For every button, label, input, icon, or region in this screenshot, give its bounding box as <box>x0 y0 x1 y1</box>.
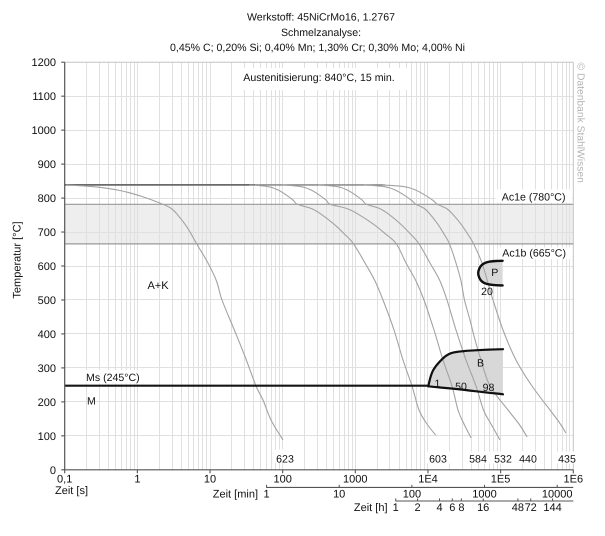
svg-text:584: 584 <box>469 454 487 466</box>
svg-text:1: 1 <box>264 489 270 501</box>
svg-text:1E4: 1E4 <box>418 473 438 485</box>
svg-text:Werkstoff: 45NiCrMo16, 1.2767: Werkstoff: 45NiCrMo16, 1.2767 <box>247 12 395 24</box>
svg-text:6: 6 <box>449 502 455 514</box>
svg-text:Temperatur [°C]: Temperatur [°C] <box>12 221 24 298</box>
svg-text:100: 100 <box>274 473 292 485</box>
svg-text:P: P <box>491 267 498 279</box>
svg-text:500: 500 <box>38 295 56 307</box>
svg-text:532: 532 <box>494 454 512 466</box>
svg-text:1000: 1000 <box>32 125 56 137</box>
svg-text:2: 2 <box>415 502 421 514</box>
svg-text:20: 20 <box>481 286 493 298</box>
svg-text:0,45% C; 0,20% Si; 0,40% Mn; 1: 0,45% C; 0,20% Si; 0,40% Mn; 1,30% Cr; 0… <box>170 42 465 54</box>
svg-text:Ac1e (780°C): Ac1e (780°C) <box>502 192 566 204</box>
svg-text:72: 72 <box>525 502 537 514</box>
svg-text:1E5: 1E5 <box>491 473 511 485</box>
svg-text:Ms (245°C): Ms (245°C) <box>86 372 140 384</box>
svg-text:800: 800 <box>38 193 56 205</box>
svg-text:4: 4 <box>436 502 442 514</box>
svg-text:Schmelzanalyse:: Schmelzanalyse: <box>281 27 361 39</box>
svg-text:50: 50 <box>455 381 467 393</box>
svg-text:200: 200 <box>38 397 56 409</box>
svg-text:16: 16 <box>477 502 489 514</box>
svg-text:100: 100 <box>38 431 56 443</box>
svg-text:8: 8 <box>458 502 464 514</box>
svg-text:10: 10 <box>333 489 345 501</box>
svg-text:100: 100 <box>403 489 421 501</box>
svg-text:10: 10 <box>204 473 216 485</box>
svg-text:A+K: A+K <box>147 280 169 292</box>
svg-text:1: 1 <box>134 473 140 485</box>
svg-text:Zeit [h]: Zeit [h] <box>354 502 388 514</box>
svg-text:98: 98 <box>483 382 495 394</box>
svg-text:0: 0 <box>50 465 56 477</box>
svg-text:1100: 1100 <box>32 91 56 103</box>
svg-text:10000: 10000 <box>542 489 573 501</box>
svg-text:900: 900 <box>38 159 56 171</box>
svg-text:144: 144 <box>543 502 561 514</box>
svg-text:623: 623 <box>276 454 294 466</box>
svg-text:Austenitisierung: 840°C, 15 mi: Austenitisierung: 840°C, 15 min. <box>243 72 394 84</box>
svg-text:600: 600 <box>38 261 56 273</box>
svg-text:440: 440 <box>519 454 537 466</box>
svg-text:1: 1 <box>434 378 440 390</box>
svg-text:1E6: 1E6 <box>564 473 584 485</box>
svg-text:48: 48 <box>512 502 524 514</box>
svg-text:300: 300 <box>38 363 56 375</box>
svg-text:Ac1b (665°C): Ac1b (665°C) <box>502 248 566 260</box>
svg-text:M: M <box>87 396 96 408</box>
svg-text:1200: 1200 <box>32 57 56 69</box>
svg-text:603: 603 <box>429 454 447 466</box>
svg-text:1000: 1000 <box>343 473 367 485</box>
svg-text:0,1: 0,1 <box>57 473 72 485</box>
svg-text:435: 435 <box>558 454 576 466</box>
svg-text:B: B <box>477 358 484 370</box>
svg-text:1: 1 <box>393 502 399 514</box>
svg-text:Zeit [min]: Zeit [min] <box>213 489 258 501</box>
svg-text:1000: 1000 <box>472 489 496 501</box>
svg-text:400: 400 <box>38 329 56 341</box>
svg-text:700: 700 <box>38 227 56 239</box>
svg-text:© Datenbank StahlWissen: © Datenbank StahlWissen <box>575 63 586 184</box>
svg-text:Zeit [s]: Zeit [s] <box>55 485 88 497</box>
